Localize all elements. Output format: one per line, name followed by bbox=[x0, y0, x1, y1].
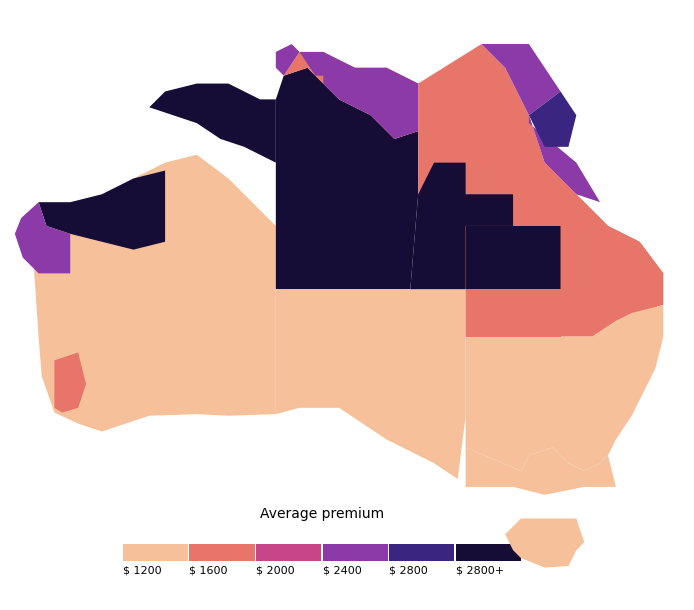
Polygon shape bbox=[22, 155, 276, 431]
Polygon shape bbox=[276, 289, 466, 479]
Polygon shape bbox=[561, 226, 663, 337]
Polygon shape bbox=[149, 84, 276, 163]
Polygon shape bbox=[284, 52, 418, 139]
Bar bbox=[256, 544, 321, 561]
Polygon shape bbox=[323, 52, 418, 139]
Polygon shape bbox=[54, 353, 86, 412]
Text: $ 2800+: $ 2800+ bbox=[456, 566, 504, 576]
Polygon shape bbox=[529, 92, 576, 147]
Polygon shape bbox=[410, 163, 513, 289]
Polygon shape bbox=[466, 226, 561, 289]
Polygon shape bbox=[466, 305, 663, 471]
Text: $ 1200: $ 1200 bbox=[123, 566, 161, 576]
Polygon shape bbox=[482, 44, 561, 115]
Bar bbox=[456, 544, 521, 561]
Bar bbox=[389, 544, 455, 561]
Polygon shape bbox=[39, 171, 165, 249]
Text: $ 1600: $ 1600 bbox=[189, 566, 228, 576]
Polygon shape bbox=[276, 44, 300, 76]
Polygon shape bbox=[505, 518, 584, 567]
Polygon shape bbox=[300, 52, 331, 76]
Polygon shape bbox=[466, 416, 616, 495]
Text: $ 2000: $ 2000 bbox=[256, 566, 294, 576]
Polygon shape bbox=[529, 115, 600, 202]
Polygon shape bbox=[513, 163, 608, 234]
Text: $ 2800: $ 2800 bbox=[389, 566, 428, 576]
Polygon shape bbox=[418, 44, 663, 337]
Bar bbox=[189, 544, 255, 561]
Text: Average premium: Average premium bbox=[260, 508, 384, 522]
Bar bbox=[323, 544, 388, 561]
Polygon shape bbox=[466, 289, 561, 337]
Text: $ 2400: $ 2400 bbox=[323, 566, 362, 576]
Polygon shape bbox=[276, 68, 418, 289]
Polygon shape bbox=[15, 202, 70, 273]
Bar bbox=[123, 544, 188, 561]
